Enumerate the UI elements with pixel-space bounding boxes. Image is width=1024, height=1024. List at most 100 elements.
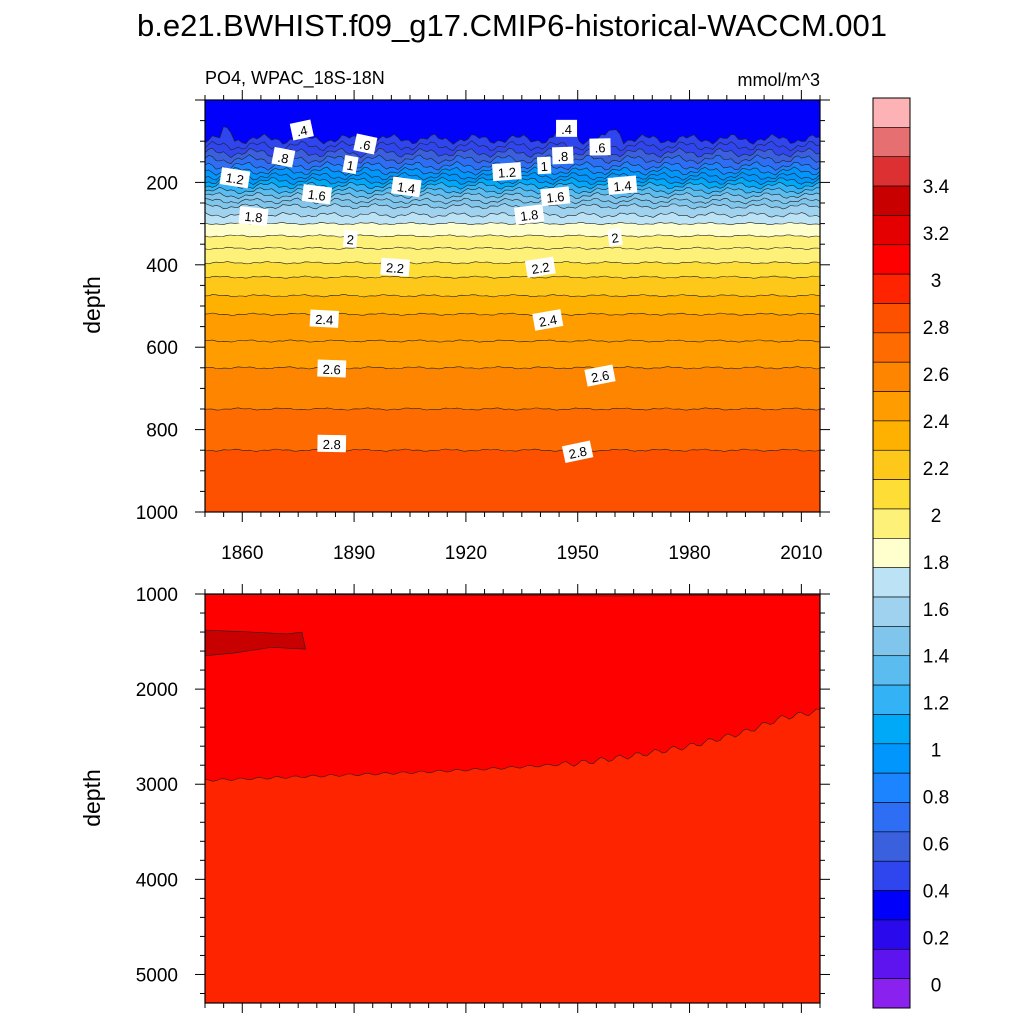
contour-label-box — [607, 227, 623, 247]
x-tick-label: 1920 — [445, 543, 487, 564]
colorbar-swatch — [872, 508, 911, 539]
top-y-axis: 200 400 600 800 1000 — [136, 99, 830, 524]
contour-label-box — [271, 146, 296, 168]
contour-label-text: 2 — [346, 232, 355, 248]
x-tick-label: 1860 — [221, 543, 263, 564]
colorbar-label: 1.6 — [923, 600, 949, 621]
contour-label-text: 1.8 — [519, 207, 539, 224]
colorbar-swatch — [872, 156, 911, 187]
colorbar-frame — [872, 97, 911, 1009]
top-contour-label: .4 — [556, 119, 578, 137]
contour-label-text: 1.8 — [244, 209, 264, 226]
x-tick-label: 1980 — [668, 543, 710, 564]
colorbar-swatch — [872, 244, 911, 275]
contour-label-text: 1.2 — [497, 164, 516, 180]
subtitle-left: PO4, WPAC_18S-18N — [205, 68, 385, 89]
colorbar-swatch — [872, 215, 911, 246]
y-tick-label: 1000 — [136, 503, 178, 524]
contour-label-box — [536, 156, 552, 175]
contour-label-box — [532, 309, 564, 331]
top-x-axis: 1860 1890 1920 1950 1980 2010 — [204, 90, 823, 564]
colorbar-swatch — [872, 303, 911, 334]
colorbar-swatch — [872, 332, 911, 363]
bottom-region-mid — [205, 594, 820, 782]
colorbar-label: 0.4 — [923, 882, 950, 903]
contour-label-text: 1 — [345, 158, 355, 174]
top-contour-label: 1.6 — [540, 186, 571, 207]
colorbar-swatch — [872, 626, 911, 657]
bottom-top-contour — [205, 594, 820, 597]
top-contour-label: 2.2 — [380, 257, 410, 277]
top-contour-label: 2.6 — [317, 359, 347, 378]
contour-label-box — [556, 119, 578, 137]
contour-label-box — [524, 256, 556, 278]
colorbar-label: 2.6 — [923, 365, 949, 386]
contour-label-text: .6 — [358, 137, 372, 154]
top-contour-label: 2.8 — [561, 440, 594, 464]
y-tick-label: 5000 — [136, 965, 178, 986]
contour-label-box — [342, 229, 358, 248]
colorbar-swatch — [872, 772, 911, 803]
top-contour-label: 1.4 — [391, 176, 422, 198]
top-contour-label: 2.4 — [532, 309, 564, 331]
contour-label-box — [219, 167, 251, 189]
subtitle-right: mmol/m^3 — [738, 70, 820, 90]
top-contour-label: .8 — [552, 146, 574, 165]
colorbar-swatch — [872, 655, 911, 686]
y-tick-label: 400 — [146, 256, 178, 277]
contour-label-box — [353, 133, 378, 155]
contour-label-box — [540, 186, 571, 207]
contour-label-box — [584, 364, 616, 387]
contour-label-box — [552, 146, 574, 165]
colorbar-swatch — [872, 743, 911, 774]
y-tick-label: 800 — [146, 421, 178, 442]
contour-label-box — [391, 176, 422, 198]
top-contour-label: 2.6 — [584, 364, 616, 387]
contour-label-text: .4 — [295, 123, 309, 140]
contour-label-text: 2.2 — [530, 259, 550, 277]
contour-label-box — [607, 175, 638, 195]
top-contour-label: 2 — [607, 227, 623, 247]
colorbar-swatch — [872, 714, 911, 745]
colorbar-swatch — [872, 185, 911, 216]
colorbar-swatch — [872, 479, 911, 510]
colorbar-swatch — [872, 890, 911, 921]
colorbar-label: 0.6 — [923, 835, 949, 856]
y-tick-label: 200 — [146, 173, 178, 194]
contour-label-box — [589, 138, 611, 156]
colorbar-swatch — [872, 420, 911, 451]
bottom-fills — [205, 594, 820, 1003]
colorbar-label: 2.8 — [923, 318, 949, 339]
contour-label-text: 1.6 — [307, 187, 327, 204]
colorbar-label: 0 — [931, 976, 942, 997]
bottom-y-axis: 1000 2000 3000 4000 5000 — [136, 585, 830, 994]
top-contour-label: 1.6 — [301, 184, 333, 205]
colorbar-swatch — [872, 831, 911, 862]
y-tick-label: 600 — [146, 338, 178, 359]
top-contour-label: 1.8 — [514, 204, 545, 225]
y-tick-label: 1000 — [136, 585, 178, 606]
top-contour-label: 1 — [342, 155, 359, 175]
colorbar-label: 2.4 — [923, 412, 950, 433]
colorbar-swatch — [872, 361, 911, 392]
top-contour-label: .6 — [353, 133, 378, 155]
top-contour-label: 2.8 — [317, 434, 347, 453]
contour-label-text: 1.4 — [613, 178, 632, 195]
contour-label-text: .6 — [595, 140, 606, 155]
contour-label-text: .8 — [557, 149, 568, 164]
y-tick-label: 4000 — [136, 870, 178, 891]
top-contour-label: 1.2 — [492, 162, 522, 182]
top-contour-label: .6 — [589, 138, 611, 156]
contour-label-text: .8 — [276, 150, 290, 167]
bottom-region-high — [205, 629, 307, 657]
bottom-y-label: depth — [79, 769, 105, 827]
colorbar-label: 2 — [931, 506, 942, 527]
contour-label-text: 1.2 — [225, 170, 245, 188]
colorbar-label: 3.4 — [923, 177, 950, 198]
colorbar-label: 3.2 — [923, 224, 949, 245]
x-tick-label: 1950 — [557, 543, 599, 564]
contour-label-text: 2.8 — [567, 444, 588, 462]
colorbar-label: 3 — [931, 271, 942, 292]
contour-label-box — [561, 440, 594, 464]
